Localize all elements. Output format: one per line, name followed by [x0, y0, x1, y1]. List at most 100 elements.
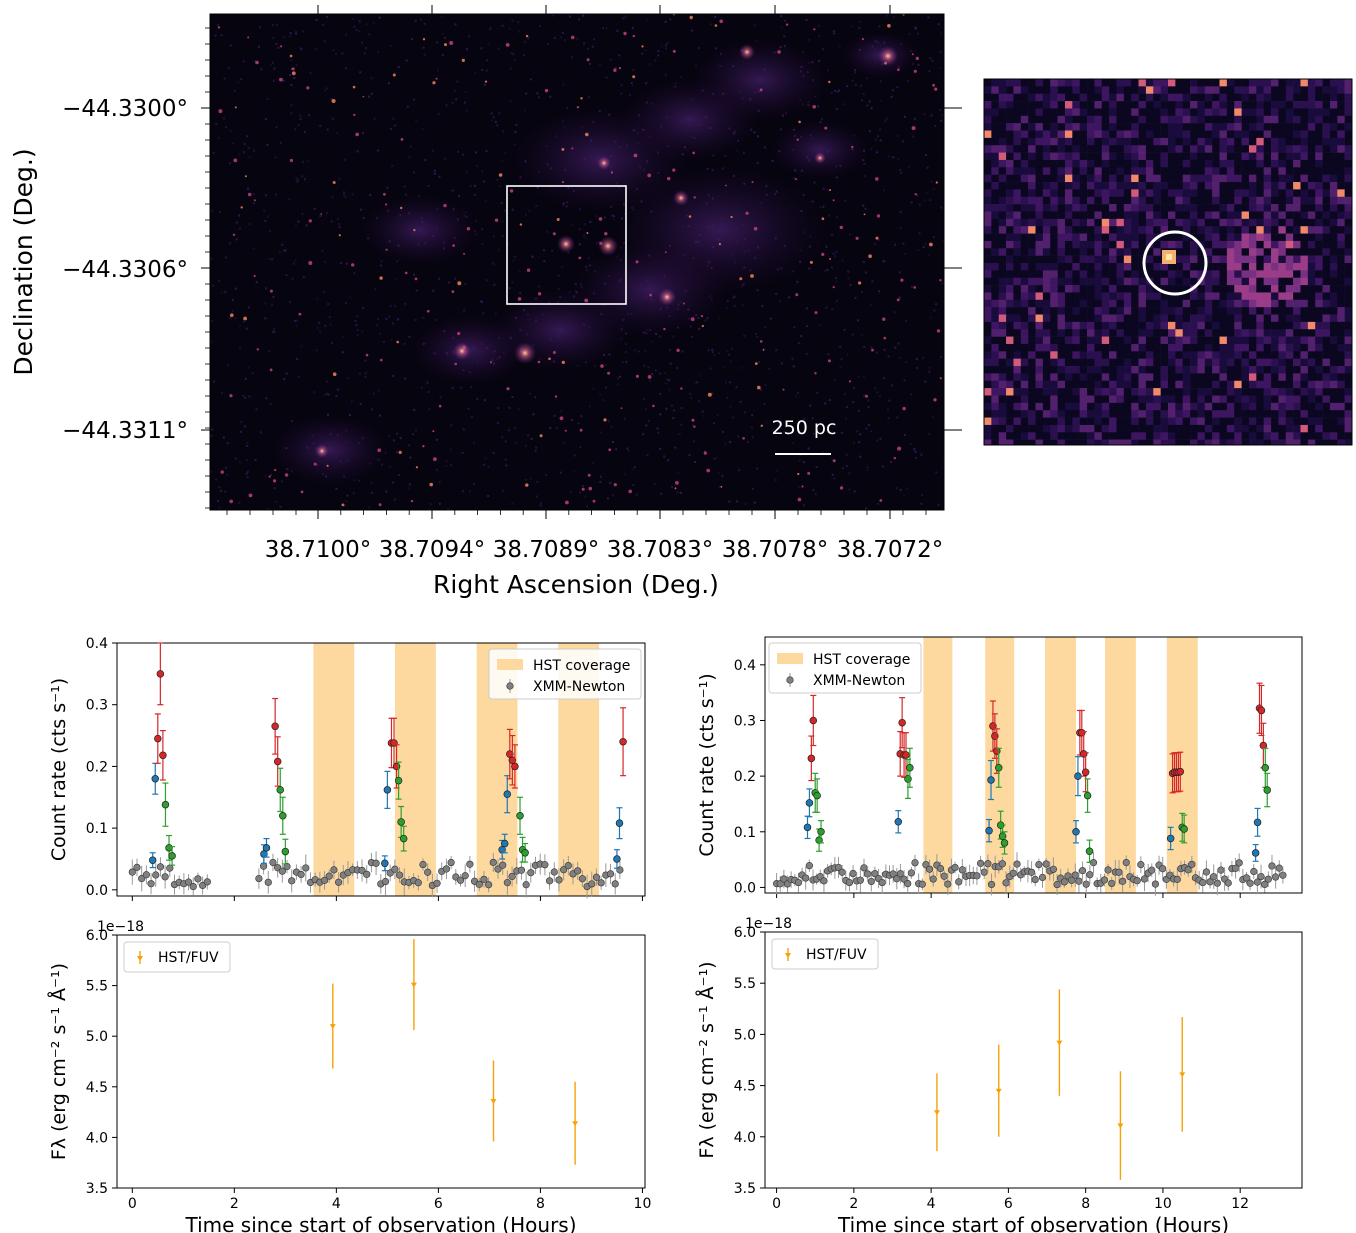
image-star [432, 81, 436, 85]
zoom-pixel [1145, 86, 1154, 95]
image-star [352, 85, 356, 89]
zoom-pixel [1307, 159, 1316, 168]
image-noise-pixel [627, 312, 629, 315]
zoom-pixel [1226, 329, 1235, 337]
image-noise-pixel [236, 221, 238, 224]
zoom-pixel [1050, 174, 1058, 183]
image-noise-pixel [798, 420, 801, 423]
zoom-pixel [1344, 159, 1352, 168]
image-star [667, 176, 671, 181]
zoom-pixel [1271, 263, 1279, 271]
image-noise-pixel [637, 131, 639, 134]
xmm-point [302, 864, 310, 872]
zoom-pixel [1234, 366, 1242, 374]
image-noise-pixel [394, 124, 397, 127]
zoom-pixel [1145, 439, 1154, 445]
image-noise-pixel [582, 485, 585, 488]
image-noise-pixel [527, 37, 530, 40]
xmm-point [838, 868, 846, 876]
zoom-pixel [1057, 196, 1066, 205]
xmm-flare-point [508, 756, 517, 764]
zoom-pixel [1123, 130, 1132, 139]
zoom-pixel [1057, 380, 1066, 389]
zoom-pixel [1094, 204, 1103, 212]
zoom-pixel [1153, 321, 1161, 330]
zoom-pixel [998, 402, 1007, 411]
zoom-pixel [1131, 263, 1139, 271]
zoom-pixel [1013, 424, 1022, 433]
image-noise-pixel [595, 242, 598, 245]
image-noise-pixel [718, 486, 721, 489]
zoom-pixel [1204, 255, 1213, 264]
zoom-pixel [1329, 343, 1338, 352]
image-noise-pixel [622, 361, 624, 364]
image-noise-pixel [914, 450, 917, 453]
zoom-pixel [1087, 108, 1095, 117]
image-star [457, 331, 461, 336]
image-noise-pixel [576, 364, 579, 367]
image-star [897, 68, 900, 71]
image-noise-pixel [245, 327, 248, 330]
zoom-pixel [1263, 182, 1272, 190]
zoom-pixel [1344, 351, 1352, 359]
zoom-pixel [984, 152, 992, 161]
zoom-pixel [991, 380, 1000, 389]
xmm-point [278, 867, 286, 875]
zoom-pixel [1293, 211, 1301, 220]
zoom-pixel [1337, 108, 1345, 117]
image-noise-pixel [743, 182, 746, 185]
image-noise-pixel [917, 32, 920, 35]
zoom-pixel [1285, 432, 1294, 440]
image-noise-pixel [821, 451, 824, 454]
zoom-pixel [1300, 123, 1309, 131]
zoom-pixel [984, 79, 992, 87]
x-axis-label: Time since start of observation (Hours) [184, 1213, 576, 1233]
image-star [824, 126, 828, 130]
zoom-pixel [1241, 255, 1250, 264]
image-noise-pixel [408, 444, 411, 447]
image-noise-pixel [796, 280, 799, 283]
image-noise-pixel [290, 112, 293, 115]
zoom-pixel [1050, 145, 1058, 153]
image-star [351, 263, 355, 267]
zoom-pixel [1116, 189, 1125, 198]
zoom-pixel [1035, 233, 1044, 242]
image-noise-pixel [489, 28, 492, 31]
image-noise-pixel [511, 502, 514, 505]
zoom-pixel [1197, 373, 1206, 382]
image-noise-pixel [643, 364, 646, 367]
zoom-pixel [1072, 388, 1080, 396]
image-noise-pixel [765, 185, 768, 188]
image-noise-pixel [532, 413, 535, 416]
zoom-pixel [1212, 93, 1220, 102]
zoom-pixel [1087, 196, 1095, 205]
zoom-pixel [1271, 204, 1279, 212]
zoom-pixel [1256, 93, 1264, 102]
zoom-pixel [1035, 380, 1044, 389]
zoom-pixel [1293, 329, 1301, 337]
legend-fuv-marker [137, 956, 143, 961]
zoom-pixel [1028, 218, 1036, 227]
zoom-pixel [1123, 218, 1132, 227]
image-noise-pixel [470, 184, 472, 187]
zoom-pixel [1190, 101, 1198, 109]
image-noise-pixel [306, 446, 309, 449]
zoom-pixel [1234, 211, 1242, 220]
zoom-pixel [1131, 79, 1139, 87]
zoom-pixel [1256, 108, 1264, 117]
zoom-pixel [984, 424, 992, 433]
zoom-pixel [1182, 270, 1191, 279]
zoom-pixel [991, 351, 1000, 359]
zoom-pixel [1344, 358, 1352, 367]
zoom-pixel [1234, 270, 1242, 279]
zoom-pixel [1175, 439, 1184, 445]
image-noise-pixel [678, 433, 681, 435]
image-noise-pixel [622, 203, 625, 206]
image-noise-pixel [358, 442, 361, 445]
zoom-pixel [1064, 417, 1073, 426]
zoom-pixel [1285, 196, 1294, 205]
zoom-pixel [984, 218, 992, 227]
image-noise-pixel [319, 330, 322, 333]
zoom-pixel [1285, 204, 1294, 212]
zoom-pixel [1197, 255, 1206, 264]
